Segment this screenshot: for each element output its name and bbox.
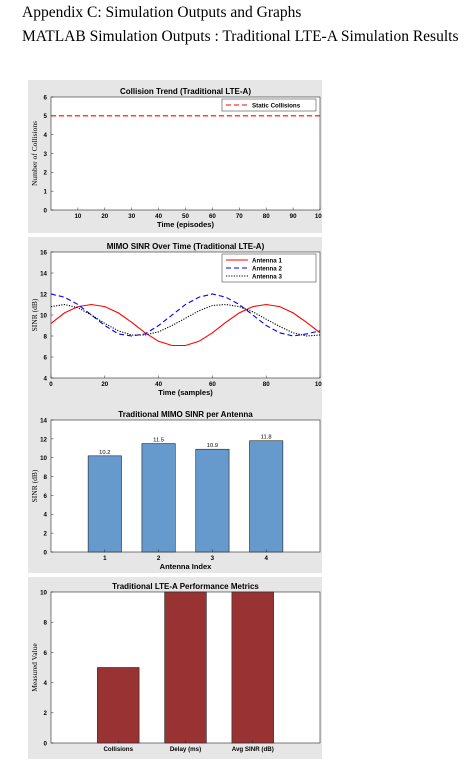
chart1-x-axis-label: Time (samples) — [158, 388, 213, 397]
chart2-y-tick-label: 2 — [44, 531, 48, 538]
chart0-x-tick-label: 100 — [315, 213, 322, 220]
chart0-x-tick-label: 60 — [209, 213, 216, 220]
chart0-title: Collision Trend (Traditional LTE-A) — [120, 87, 251, 96]
chart2-y-tick-label: 10 — [40, 455, 47, 462]
chart2-bar-2 — [141, 443, 176, 553]
chart1-y-tick-label: 6 — [44, 354, 48, 361]
chart1-y-tick-label: 16 — [40, 249, 47, 256]
chart0-x-tick-label: 20 — [101, 213, 108, 220]
chart0-legend-label-1: Static Collisions — [252, 102, 301, 109]
chart2-y-tick-label: 0 — [44, 549, 48, 556]
chart0-x-tick-label: 90 — [290, 213, 297, 220]
mimo-sinr-over-time-chart: 02040608010046810121416Antenna 1Antenna … — [30, 242, 322, 397]
chart2-bar-4 — [249, 440, 284, 553]
chart0-x-tick-label: 30 — [128, 213, 135, 220]
chart1-y-tick-label: 8 — [44, 333, 48, 340]
chart1-series-2-line — [50, 293, 321, 337]
chart2-bar-1 — [87, 455, 122, 553]
chart3-y-axis-label: Measured Value — [30, 643, 39, 692]
section-subheading: MATLAB Simulation Outputs : Traditional … — [22, 28, 459, 45]
figure-sinr-per-antenna: 0 2 4 6 8 10 12 14 1 10.2 2 11.5 3 10.9 4 11.8 Tradition… — [28, 405, 322, 573]
chart3-y-tick-label: 6 — [44, 650, 48, 657]
chart3-y-tick-label: 2 — [44, 710, 48, 717]
chart3-x-tick-label: Avg SINR (dB) — [232, 746, 274, 753]
chart2-data-label-2: 11.5 — [153, 438, 164, 444]
chart1-x-tick-label: 80 — [263, 381, 270, 388]
chart0-y-tick-label: 0 — [44, 207, 48, 214]
chart2-x-tick-label: 2 — [157, 555, 161, 562]
chart1-series-3-line — [50, 303, 321, 337]
chart2-data-label-4: 11.8 — [261, 435, 272, 441]
chart1-legend-label-1: Antenna 1 — [252, 257, 282, 264]
chart0-y-tick-label: 6 — [44, 94, 48, 101]
chart0-x-tick-label: 50 — [182, 213, 189, 220]
chart1-title: MIMO SINR Over Time (Traditional LTE-A) — [107, 242, 265, 251]
chart2-x-tick-label: 4 — [264, 555, 268, 562]
chart1-y-tick-label: 4 — [44, 375, 48, 382]
chart1-x-tick-label: 20 — [101, 381, 108, 388]
chart0-y-tick-label: 1 — [44, 189, 48, 196]
chart3-y-tick-label: 8 — [44, 620, 48, 627]
chart2-y-tick-label: 6 — [44, 493, 48, 500]
chart3-bar-2 — [164, 591, 207, 744]
chart0-x-tick-label: 70 — [236, 213, 243, 220]
chart3-x-tick-label: Collisions — [103, 746, 133, 753]
chart2-y-tick-label: 8 — [44, 474, 48, 481]
chart1-y-axis-label: SINR (dB) — [30, 298, 39, 331]
chart0-x-tick-label: 10 — [74, 213, 81, 220]
chart2-x-axis-label: Antenna Index — [160, 562, 213, 571]
chart1-y-tick-label: 10 — [40, 312, 47, 319]
chart1-x-tick-label: 100 — [315, 381, 322, 388]
chart2-x-tick-label: 3 — [211, 555, 215, 562]
chart1-legend-label-2: Antenna 2 — [252, 265, 282, 272]
chart2-y-tick-label: 4 — [44, 512, 48, 519]
chart3-y-tick-label: 0 — [44, 740, 48, 747]
appendix-heading: Appendix C: Simulation Outputs and Graph… — [22, 4, 302, 21]
sinr-per-antenna-chart: 0 2 4 6 8 10 12 14 1 10.2 2 11.5 3 10.9 4 11.8 Tradition… — [30, 410, 321, 571]
figure-performance-metrics: 0 2 4 6 8 10 Collisions Delay (ms) Avg SINR (dB)… — [28, 577, 322, 759]
chart0-legend — [221, 98, 317, 112]
chart0-x-tick-label: 40 — [155, 213, 162, 220]
chart0-y-tick-label: 2 — [44, 170, 48, 177]
figure-mimo-sinr-over-time: 02040608010046810121416Antenna 1Antenna … — [28, 237, 322, 405]
figure-collision-trend: 10 20 30 40 50 60 70 80 90 100 0 1 2 3 4 5 6 Static Colli… — [28, 80, 322, 233]
chart2-data-label-1: 10.2 — [99, 450, 110, 456]
chart0-y-axis-label: Number of Collisions — [30, 121, 39, 186]
chart1-x-tick-label: 60 — [209, 381, 216, 388]
chart1-y-tick-label: 12 — [40, 291, 47, 298]
chart2-title: Traditional MIMO SINR per Antenna — [118, 410, 253, 419]
chart1-legend-label-3: Antenna 3 — [252, 273, 282, 280]
chart3-y-tick-label: 4 — [44, 680, 48, 687]
collision-trend-chart: 10 20 30 40 50 60 70 80 90 100 0 1 2 3 4 5 6 Static Colli… — [30, 87, 322, 229]
chart0-plot-area — [50, 96, 321, 211]
chart2-x-tick-label: 1 — [103, 555, 107, 562]
performance-metrics-chart: 0 2 4 6 8 10 Collisions Delay (ms) Avg SINR (dB)… — [30, 582, 321, 753]
chart0-y-tick-label: 3 — [44, 151, 48, 158]
chart2-y-tick-label: 12 — [40, 436, 47, 443]
chart3-title: Traditional LTE-A Performance Metrics — [112, 582, 259, 591]
chart1-x-tick-label: 0 — [49, 381, 53, 388]
chart0-x-axis-label: Time (episodes) — [157, 220, 214, 229]
chart3-y-tick-label: 10 — [40, 589, 47, 596]
chart0-y-tick-label: 5 — [44, 113, 48, 120]
chart1-x-tick-label: 40 — [155, 381, 162, 388]
chart1-y-tick-label: 14 — [40, 270, 47, 277]
chart2-y-axis-label: SINR (dB) — [30, 469, 39, 502]
chart2-bar-3 — [195, 448, 230, 553]
chart3-bar-3 — [231, 591, 274, 744]
chart3-x-tick-label: Delay (ms) — [170, 746, 201, 753]
chart0-x-tick-label: 80 — [263, 213, 270, 220]
chart0-y-tick-label: 4 — [44, 132, 48, 139]
chart2-y-tick-label: 14 — [40, 417, 47, 424]
chart2-data-label-3: 10.9 — [207, 443, 218, 449]
chart1-series-1-line — [50, 303, 321, 347]
chart3-bar-1 — [97, 667, 140, 744]
